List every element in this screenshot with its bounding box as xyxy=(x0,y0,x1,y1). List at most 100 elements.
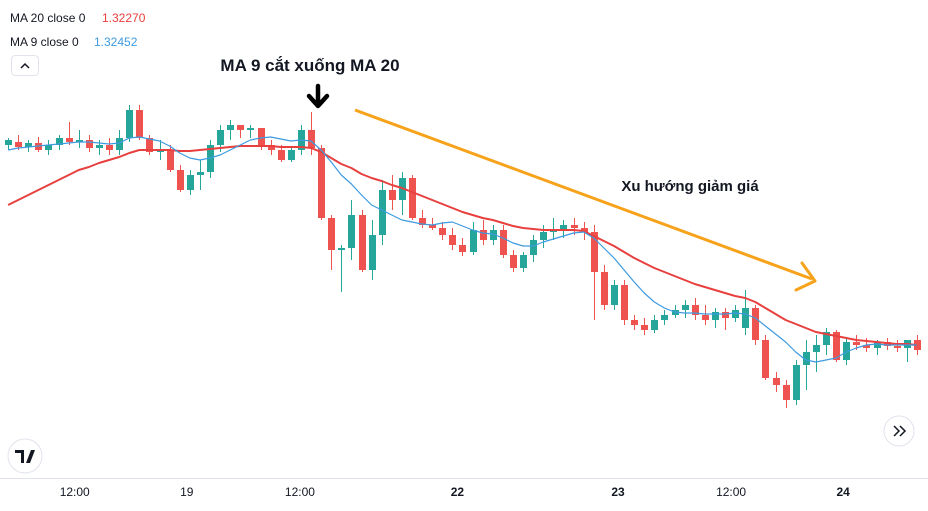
candle-body xyxy=(136,110,143,138)
collapse-icon xyxy=(20,62,30,69)
candle-body xyxy=(833,332,840,360)
candle-body xyxy=(126,110,133,138)
candle-body xyxy=(853,342,860,345)
x-tick-label: 12:00 xyxy=(716,485,746,499)
candle-body xyxy=(348,215,355,248)
logo[interactable] xyxy=(7,438,43,474)
candle-body xyxy=(409,178,416,218)
candle-body xyxy=(25,143,32,147)
candle-body xyxy=(641,325,648,330)
candle-body xyxy=(571,225,578,228)
candle-body xyxy=(520,255,527,268)
legend-name: MA 20 close 0 xyxy=(10,11,86,25)
candle-body xyxy=(530,240,537,255)
trend-arrow-head xyxy=(794,261,817,292)
annotation: Xu hướng giảm giá xyxy=(621,178,759,195)
candle-body xyxy=(86,140,93,148)
candle-body xyxy=(459,245,466,252)
candle-body xyxy=(601,272,608,305)
candle-body xyxy=(237,125,244,130)
candle-body xyxy=(813,345,820,352)
candle-body xyxy=(207,145,214,172)
candle-body xyxy=(187,175,194,190)
candle-body xyxy=(227,125,234,130)
candle-body xyxy=(722,312,729,318)
candle-body xyxy=(177,170,184,190)
x-tick-label: 12:00 xyxy=(60,485,90,499)
candle-body xyxy=(66,138,73,142)
candle-body xyxy=(217,130,224,145)
candle-body xyxy=(490,230,497,240)
candle-body xyxy=(540,232,547,240)
candle-body xyxy=(268,145,275,150)
candle-body xyxy=(470,230,477,252)
candle-body xyxy=(308,130,315,148)
legend-value: 1.32270 xyxy=(102,11,146,25)
candle-body xyxy=(369,235,376,270)
candle-body xyxy=(480,230,487,240)
candle-body xyxy=(429,225,436,228)
candle-body xyxy=(692,305,699,315)
candle-body xyxy=(581,228,588,232)
candle-body xyxy=(288,150,295,160)
candle-body xyxy=(146,138,153,152)
candle-body xyxy=(15,142,22,147)
annotation: MA 9 cắt xuống MA 20 xyxy=(220,56,399,75)
cross-arrow xyxy=(306,83,330,109)
candle-body xyxy=(682,305,689,310)
x-tick-label: 12:00 xyxy=(285,485,315,499)
x-tick-label: 23 xyxy=(611,485,625,499)
candle-body xyxy=(732,310,739,318)
candle-body xyxy=(56,138,63,145)
candle-body xyxy=(510,255,517,268)
candle-body xyxy=(318,148,325,218)
candle-body xyxy=(621,285,628,320)
candle-body xyxy=(843,342,850,360)
candle-body xyxy=(712,312,719,320)
candle-body xyxy=(863,345,870,348)
candle-body xyxy=(258,128,265,145)
collapse-button[interactable] xyxy=(11,55,39,76)
candle-body xyxy=(338,248,345,250)
candle-body xyxy=(328,218,335,250)
candle-body xyxy=(752,308,759,340)
plot-area xyxy=(5,105,921,408)
candle-body xyxy=(500,230,507,255)
time-axis: 12:00 19 12:00 22 23 12:00 24 xyxy=(60,485,850,499)
candle-body xyxy=(167,150,174,170)
candle-body xyxy=(591,232,598,272)
candle-body xyxy=(793,365,800,400)
candle-body xyxy=(661,315,668,320)
candle-body xyxy=(631,320,638,325)
candle-body xyxy=(106,145,113,150)
candle-body xyxy=(116,138,123,150)
candle-body xyxy=(823,332,830,345)
candle-body xyxy=(419,218,426,225)
x-tick-label: 24 xyxy=(836,485,850,499)
legend-value: 1.32452 xyxy=(94,35,138,49)
logo-mark xyxy=(15,450,35,463)
candle-body xyxy=(379,190,386,235)
candle-body xyxy=(773,378,780,385)
candle-body xyxy=(197,172,204,175)
candle-body xyxy=(76,140,83,142)
candle-body xyxy=(247,128,254,130)
candle-body xyxy=(278,150,285,160)
candle-body xyxy=(5,140,12,145)
candle-body xyxy=(651,320,658,330)
candle-body xyxy=(803,352,810,365)
candle-body xyxy=(45,145,52,150)
candle-body xyxy=(894,346,901,348)
candle-body xyxy=(762,340,769,378)
scroll-icon xyxy=(893,425,907,437)
x-tick-label: 19 xyxy=(180,485,194,499)
candle-body xyxy=(874,342,881,348)
legend-name: MA 9 close 0 xyxy=(10,35,79,49)
candle-body xyxy=(914,340,921,350)
candle-body xyxy=(439,228,446,235)
ma-line xyxy=(7,136,917,363)
trend-arrow xyxy=(354,108,813,281)
